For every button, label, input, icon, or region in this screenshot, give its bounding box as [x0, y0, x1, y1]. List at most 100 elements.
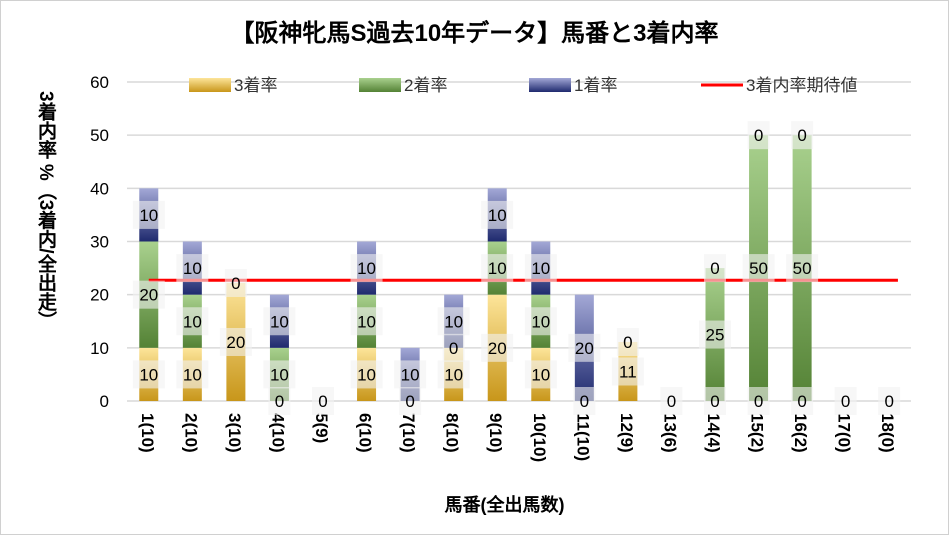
data-label-3着率: 10	[139, 365, 158, 384]
data-label-1着率: 10	[401, 365, 420, 384]
legend-swatch	[529, 78, 571, 92]
data-label-3着率: 0	[754, 392, 763, 411]
y-tick-label: 0	[100, 392, 109, 411]
data-label-bg	[742, 254, 775, 283]
data-label-bg	[568, 333, 601, 362]
x-tick-label: 14(4)	[704, 413, 723, 453]
data-label-2着率: 0	[623, 333, 632, 352]
data-label-bg	[394, 360, 427, 389]
data-label-3着率: 20	[226, 333, 245, 352]
data-label-bg	[747, 121, 770, 150]
x-tick-label: 11(10)	[573, 413, 592, 461]
data-label-3着率: 11	[619, 362, 637, 381]
data-label-bg	[786, 254, 819, 283]
data-label-1着率: 20	[575, 339, 594, 358]
data-label-bg	[834, 387, 857, 415]
x-tick-label: 3(10)	[225, 413, 244, 453]
x-tick-label: 4(10)	[268, 413, 287, 453]
x-tick-label: 2(10)	[181, 413, 200, 453]
data-label-bg	[437, 360, 470, 389]
x-tick-label: 13(6)	[660, 413, 679, 453]
data-label-3着率: 10	[183, 365, 202, 384]
data-label-bg	[791, 387, 814, 415]
data-label-2着率: 10	[270, 365, 289, 384]
chart-title: 【阪神牝馬S過去10年データ】馬番と3着内率	[230, 20, 719, 47]
data-label-bg	[132, 280, 165, 309]
data-label-3着率: 0	[884, 392, 893, 411]
legend-swatch	[189, 78, 231, 92]
data-label-bg	[611, 357, 644, 386]
x-tick-label: 15(2)	[748, 413, 767, 453]
data-label-bg	[704, 387, 726, 415]
data-label-bg	[704, 254, 726, 283]
data-label-1着率: 0	[710, 259, 719, 278]
y-tick-label: 30	[90, 233, 109, 252]
data-label-2着率: 50	[793, 259, 812, 278]
data-label-bg	[878, 387, 901, 415]
data-label-bg	[524, 254, 557, 283]
data-label-bg	[132, 200, 165, 229]
data-label-2着率: 20	[139, 286, 158, 305]
data-label-3着率: 10	[531, 365, 550, 384]
data-label-3着率: 0	[797, 392, 806, 411]
data-label-1着率: 0	[797, 126, 806, 145]
data-label-2着率: 0	[231, 274, 240, 293]
y-tick-label: 50	[90, 126, 109, 145]
y-axis-label: 3着内率 %（3着内/全出走）	[35, 91, 56, 330]
data-label-1着率: 10	[357, 259, 376, 278]
x-tick-label: 18(0)	[878, 413, 897, 453]
data-label-3着率: 0	[841, 392, 850, 411]
data-label-bg	[263, 360, 296, 389]
data-label-bg	[747, 387, 770, 415]
y-tick-label: 40	[90, 179, 109, 198]
legend-label: 3着率	[234, 76, 277, 95]
data-label-3着率: 10	[444, 365, 463, 384]
data-label-bg	[524, 307, 557, 336]
data-label-bg	[263, 307, 296, 336]
x-tick-label: 1(10)	[138, 413, 157, 453]
data-label-1着率: 10	[444, 312, 463, 331]
data-label-1着率: 0	[754, 126, 763, 145]
data-label-bg	[437, 307, 470, 336]
data-label-bg	[481, 333, 514, 362]
data-label-1着率: 10	[531, 259, 550, 278]
y-tick-label: 20	[90, 286, 109, 305]
data-label-bg	[312, 387, 334, 415]
data-label-2着率: 10	[531, 312, 550, 331]
data-label-bg	[791, 121, 814, 150]
data-label-1着率: 10	[488, 206, 507, 225]
legend-label: 2着率	[404, 76, 447, 95]
x-tick-label: 5(9)	[312, 413, 331, 443]
data-label-bg	[176, 360, 209, 389]
data-label-bg	[132, 360, 165, 389]
data-label-2着率: 50	[749, 259, 768, 278]
legend-label: 3着内率期待値	[746, 76, 857, 95]
data-label-3着率: 0	[710, 392, 719, 411]
data-label-2着率: 10	[183, 312, 202, 331]
x-tick-label: 9(10)	[486, 413, 505, 453]
data-label-bg	[699, 320, 731, 349]
x-tick-label: 16(2)	[791, 413, 810, 453]
data-label-bg	[350, 360, 383, 389]
data-label-2着率: 25	[706, 326, 725, 345]
data-label-2着率: 0	[449, 339, 458, 358]
x-axis-label: 馬番(全出馬数)	[444, 495, 565, 515]
data-label-3着率: 0	[405, 392, 414, 411]
data-label-bg	[481, 200, 514, 229]
data-label-2着率: 10	[357, 312, 376, 331]
data-label-bg	[350, 254, 383, 283]
data-label-bg	[350, 307, 383, 336]
data-label-2着率: 10	[488, 259, 507, 278]
x-tick-label: 8(10)	[443, 413, 462, 453]
data-label-bg	[176, 307, 209, 336]
data-label-bg	[442, 333, 465, 362]
data-label-bg	[268, 387, 291, 415]
data-label-3着率: 0	[318, 392, 327, 411]
x-tick-label: 17(0)	[835, 413, 854, 453]
data-label-bg	[224, 268, 247, 297]
data-label-bg	[573, 387, 596, 415]
x-tick-label: 12(9)	[617, 413, 636, 453]
data-label-bg	[176, 254, 209, 283]
